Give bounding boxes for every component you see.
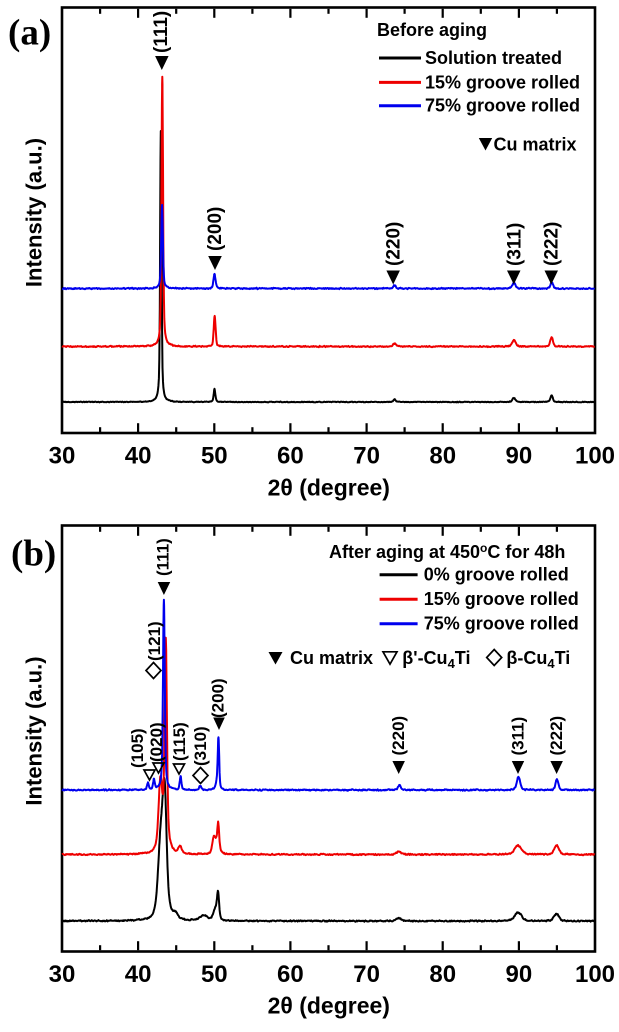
- svg-text:90: 90: [506, 961, 533, 988]
- svg-text:(311): (311): [509, 717, 528, 756]
- svg-text:Solution treated: Solution treated: [425, 48, 562, 68]
- svg-text:(220): (220): [389, 716, 408, 756]
- svg-text:2θ (degree): 2θ (degree): [268, 475, 390, 501]
- svg-text:Intensity (a.u.): Intensity (a.u.): [22, 656, 47, 805]
- svg-text:90: 90: [506, 443, 533, 470]
- svg-text:0% groove rolled: 0% groove rolled: [424, 565, 569, 585]
- svg-text:Cu matrix: Cu matrix: [290, 648, 373, 668]
- svg-text:50: 50: [201, 961, 228, 988]
- svg-text:(020): (020): [147, 722, 166, 762]
- svg-text:60: 60: [277, 443, 304, 470]
- svg-text:(111): (111): [154, 538, 173, 576]
- svg-text:75% groove rolled: 75% groove rolled: [425, 96, 580, 116]
- svg-text:(a): (a): [8, 13, 51, 54]
- svg-text:15% groove rolled: 15% groove rolled: [424, 589, 579, 609]
- svg-text:80: 80: [429, 443, 456, 470]
- svg-text:(115): (115): [170, 722, 189, 761]
- svg-text:70: 70: [353, 961, 380, 988]
- svg-text:Before aging: Before aging: [377, 20, 487, 40]
- svg-text:Intensity (a.u.): Intensity (a.u.): [22, 138, 47, 287]
- svg-text:60: 60: [277, 961, 304, 988]
- svg-text:(121): (121): [145, 621, 164, 661]
- svg-text:40: 40: [125, 961, 152, 988]
- svg-text:Cu matrix: Cu matrix: [494, 135, 577, 155]
- svg-text:(222): (222): [542, 222, 563, 266]
- svg-text:(200): (200): [209, 678, 228, 718]
- svg-text:40: 40: [125, 443, 152, 470]
- svg-text:(220): (220): [384, 222, 405, 266]
- svg-text:(310): (310): [191, 726, 210, 766]
- svg-text:β-Cu4Ti: β-Cu4Ti: [506, 648, 570, 671]
- svg-text:70: 70: [353, 443, 380, 470]
- svg-text:(b): (b): [11, 534, 56, 575]
- svg-text:100: 100: [575, 961, 615, 988]
- svg-text:(105): (105): [128, 728, 147, 768]
- svg-text:80: 80: [429, 961, 456, 988]
- svg-text:75% groove rolled: 75% groove rolled: [424, 614, 579, 634]
- svg-text:β'-Cu4Ti: β'-Cu4Ti: [402, 648, 470, 671]
- svg-text:50: 50: [201, 443, 228, 470]
- svg-text:100: 100: [575, 443, 615, 470]
- svg-text:After aging at 450oC for 48h: After aging at 450oC for 48h: [329, 541, 565, 562]
- svg-text:(200): (200): [205, 207, 226, 251]
- svg-text:30: 30: [49, 443, 76, 470]
- svg-text:(111): (111): [151, 11, 172, 53]
- svg-text:2θ (degree): 2θ (degree): [268, 993, 390, 1019]
- svg-text:(222): (222): [547, 716, 566, 756]
- svg-text:15% groove rolled: 15% groove rolled: [425, 72, 580, 92]
- svg-text:30: 30: [49, 961, 76, 988]
- svg-text:(311): (311): [504, 223, 525, 266]
